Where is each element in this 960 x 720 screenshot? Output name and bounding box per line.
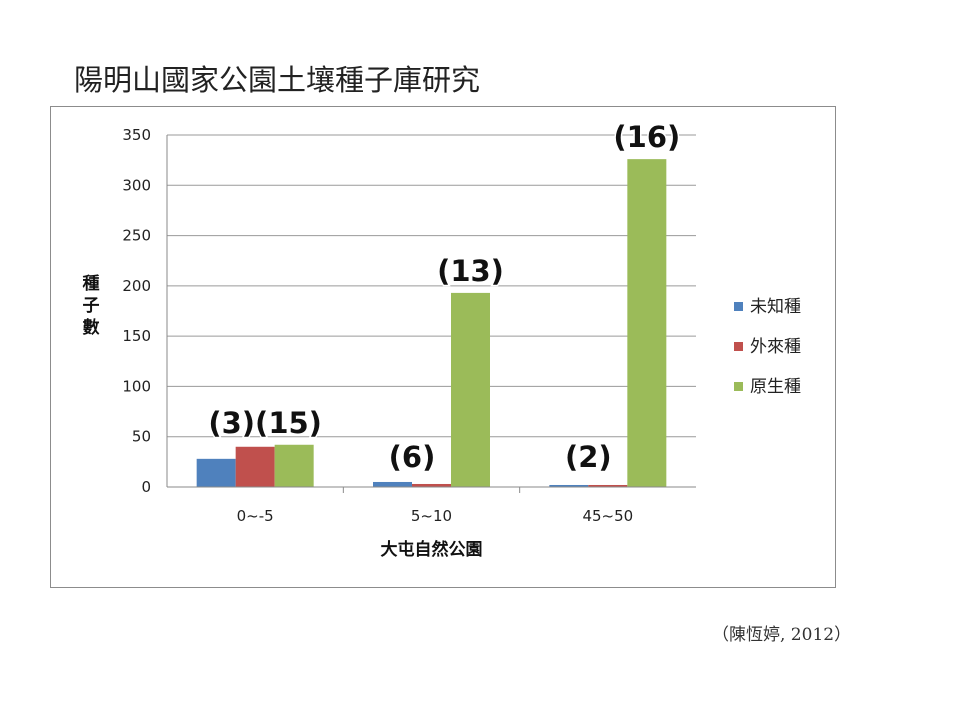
citation: （陳恆婷, 2012） <box>712 625 852 645</box>
bar <box>274 444 314 487</box>
legend-label: 原生種 <box>750 377 801 397</box>
bar <box>412 483 451 487</box>
bar <box>235 446 275 487</box>
slide-title: 陽明山國家公園土壤種子庫研究 <box>74 63 481 97</box>
bar-annotation: (6) <box>389 440 436 474</box>
bar <box>549 484 589 487</box>
y-axis-title-char: 種 <box>83 273 100 294</box>
y-tick-label: 200 <box>122 277 151 295</box>
bar-chart: 0 50 100 150 200 250 300 350 0~-5 5~10 45~50 (3)(15… <box>83 119 802 560</box>
y-tick-label: 300 <box>122 176 151 194</box>
x-axis-title: 大屯自然公園 <box>381 539 483 560</box>
bar-annotation: (16) <box>613 120 680 154</box>
bar <box>627 159 667 487</box>
y-tick-label: 50 <box>132 428 151 446</box>
x-tick-label: 5~10 <box>411 507 452 525</box>
legend-swatch <box>734 382 743 391</box>
legend-label: 未知種 <box>750 297 801 317</box>
bar <box>588 484 628 487</box>
legend-swatch <box>734 342 743 351</box>
y-tick-label: 150 <box>122 327 151 345</box>
y-tick-label: 0 <box>141 478 151 496</box>
bar-annotation: (3)(15) <box>208 406 322 440</box>
bar <box>451 292 490 487</box>
chart-frame: 0 50 100 150 200 250 300 350 0~-5 5~10 45~50 (3)(15… <box>50 106 836 588</box>
y-axis-title-char: 子 <box>83 296 100 316</box>
bar <box>373 481 412 487</box>
x-tick-label: 45~50 <box>582 507 633 525</box>
x-tick-label: 0~-5 <box>237 507 274 525</box>
y-tick-label: 350 <box>122 126 151 144</box>
bar <box>196 458 236 487</box>
y-tick-label: 250 <box>122 227 151 245</box>
legend-label: 外來種 <box>750 337 801 357</box>
y-tick-label: 100 <box>122 377 151 395</box>
bar-annotation: (13) <box>437 254 504 288</box>
legend-swatch <box>734 302 743 311</box>
y-axis-title-char: 數 <box>83 317 100 338</box>
bar-annotation: (2) <box>565 440 612 474</box>
